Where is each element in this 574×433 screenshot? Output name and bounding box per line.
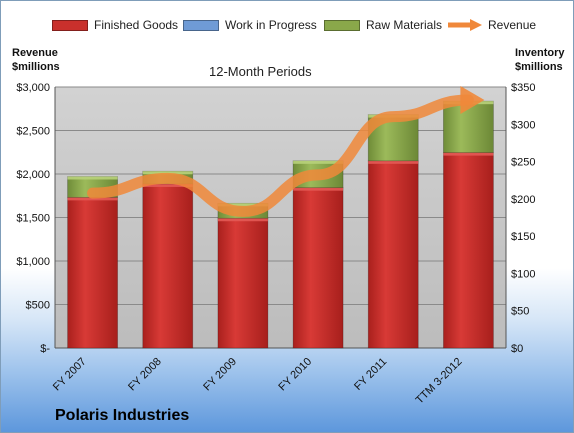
bar-finished-goods-fy-2011 [367, 160, 419, 349]
x-tick-ttm-3-2012: TTM 3-2012 [414, 356, 465, 407]
right-tick-0: $0 [511, 343, 523, 355]
revenue-arrowhead-icon [460, 86, 485, 115]
legend-swatch-work-in-progress [183, 20, 219, 31]
revenue-line [87, 94, 474, 217]
right-axis-title-line2: $millions [515, 61, 563, 73]
x-tick-fy-2007: FY 2007 [51, 356, 89, 394]
left-tick-2-500: $2,500 [16, 126, 50, 138]
right-axis-title: Inventory $millions [515, 46, 565, 74]
left-axis-title: Revenue $millions [12, 46, 60, 74]
right-tick-150: $150 [511, 231, 535, 243]
left-tick-3-000: $3,000 [16, 82, 50, 94]
right-tick-250: $250 [511, 157, 535, 169]
right-tick-100: $100 [511, 268, 535, 280]
bar-finished-goods-fy-2009 [217, 217, 269, 349]
left-tick-1-000: $1,000 [16, 256, 50, 268]
bar-top-finished-goods-fy-2010 [293, 187, 344, 191]
bar-raw-materials-ttm-3-2012 [443, 100, 494, 154]
bar-finished-goods-fy-2008 [142, 183, 194, 349]
chart-title: 12-Month Periods [209, 64, 312, 79]
bar-top-finished-goods-ttm-3-2012 [443, 152, 494, 156]
company-name: Polaris Industries [55, 407, 190, 424]
left-tick-1-500: $1,500 [16, 213, 50, 225]
legend-swatch-raw-materials [324, 20, 360, 31]
legend-swatch-finished-goods [52, 20, 88, 31]
right-tick-50: $50 [511, 306, 529, 318]
legend-revenue-arrow-icon [448, 19, 482, 31]
x-tick-fy-2008: FY 2008 [126, 356, 164, 394]
legend-label-raw-materials: Raw Materials [366, 18, 443, 32]
bar-top-raw-materials-fy-2010 [293, 160, 344, 164]
left-axis-title-line2: $millions [12, 61, 60, 73]
bar-finished-goods-ttm-3-2012 [443, 152, 494, 349]
bar-top-finished-goods-fy-2009 [217, 218, 268, 222]
bar-top-raw-materials-fy-2008 [142, 171, 193, 175]
legend-label-work-in-progress: Work in Progress [225, 18, 317, 32]
bar-top-finished-goods-fy-2007 [67, 197, 118, 201]
bar-finished-goods-fy-2010 [292, 187, 344, 349]
right-tick-200: $200 [511, 194, 535, 206]
right-axis-title-line1: Inventory [515, 47, 565, 59]
right-tick-350: $350 [511, 82, 535, 94]
left-tick-500: $500 [26, 300, 50, 312]
bar-finished-goods-fy-2007 [67, 196, 118, 349]
x-tick-fy-2009: FY 2009 [201, 356, 239, 394]
legend-label-finished-goods: Finished Goods [94, 18, 179, 32]
left-tick-: $- [40, 343, 50, 355]
bar-top-raw-materials-fy-2009 [217, 203, 268, 207]
bar-top-finished-goods-fy-2011 [368, 160, 419, 164]
x-tick-fy-2011: FY 2011 [352, 356, 389, 393]
left-tick-2-000: $2,000 [16, 169, 50, 181]
bar-top-raw-materials-fy-2007 [67, 176, 118, 180]
x-tick-fy-2010: FY 2010 [276, 356, 314, 394]
left-axis-title-line1: Revenue [12, 47, 58, 59]
legend-label-revenue: Revenue [488, 18, 537, 32]
bar-top-finished-goods-fy-2008 [142, 183, 193, 187]
right-tick-300: $300 [511, 119, 535, 131]
